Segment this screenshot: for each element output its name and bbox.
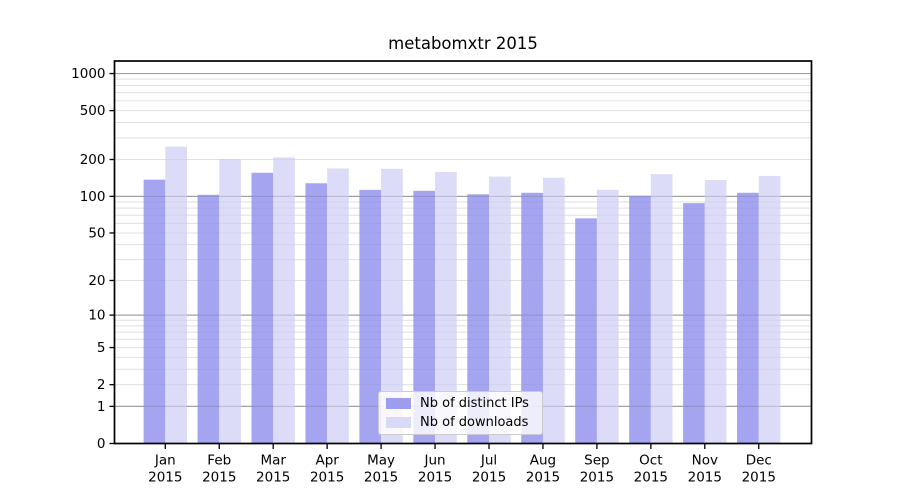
bar-distinct-ips-mar — [251, 172, 274, 444]
bar-downloads-jun — [435, 172, 457, 444]
legend-label-distinct-ips: Nb of distinct IPs — [420, 396, 529, 411]
legend: Nb of distinct IPs Nb of downloads — [378, 391, 543, 435]
x-tick-label: Jan 2015 — [148, 453, 182, 486]
x-tick-label: Oct 2015 — [634, 453, 668, 486]
bar-downloads-sep — [596, 189, 619, 444]
y-tick-label: 1 — [97, 399, 106, 415]
bar-downloads-nov — [704, 180, 727, 444]
x-tick-label: Feb 2015 — [202, 453, 236, 486]
bar-distinct-ips-apr — [305, 183, 328, 444]
legend-row-distinct-ips: Nb of distinct IPs — [386, 396, 535, 411]
bar-downloads-aug — [542, 177, 565, 444]
x-tick-label: Jun 2015 — [418, 453, 452, 486]
bar-distinct-ips-aug — [521, 192, 543, 444]
bar-downloads-apr — [327, 168, 349, 444]
bar-distinct-ips-jun — [413, 190, 436, 444]
bar-distinct-ips-feb — [197, 194, 220, 444]
bar-downloads-mar — [273, 157, 295, 444]
bar-distinct-ips-dec — [737, 192, 759, 444]
x-tick-label: May 2015 — [364, 453, 398, 486]
bar-distinct-ips-jul — [467, 194, 489, 444]
plot-border — [113, 60, 813, 445]
x-tick-label: Mar 2015 — [256, 453, 290, 486]
bar-downloads-jan — [165, 146, 187, 444]
y-tick-label: 100 — [80, 189, 106, 205]
y-tick-label: 10 — [88, 308, 105, 324]
bar-downloads-feb — [219, 158, 241, 444]
legend-swatch-distinct-ips — [386, 398, 411, 409]
bar-downloads-jul — [489, 176, 511, 444]
x-tick-label: Apr 2015 — [310, 453, 344, 486]
y-tick-label: 200 — [80, 152, 106, 168]
y-tick-label: 5 — [97, 340, 106, 356]
legend-row-downloads: Nb of downloads — [386, 415, 535, 430]
bar-distinct-ips-nov — [683, 203, 705, 444]
bar-distinct-ips-oct — [629, 195, 651, 444]
legend-label-downloads: Nb of downloads — [420, 415, 529, 430]
chart-title: metabomxtr 2015 — [388, 34, 538, 53]
x-tick-label: Dec 2015 — [742, 453, 776, 486]
y-tick-label: 500 — [80, 103, 106, 119]
x-tick-label: Jul 2015 — [472, 453, 506, 486]
y-tick-label: 50 — [88, 225, 105, 241]
x-tick-label: Nov 2015 — [688, 453, 722, 486]
bar-downloads-oct — [650, 174, 673, 444]
x-tick-label: Sep 2015 — [580, 453, 614, 486]
y-tick-label: 2 — [97, 377, 106, 393]
bar-distinct-ips-jan — [143, 179, 166, 444]
bar-downloads-dec — [758, 175, 781, 444]
bar-distinct-ips-sep — [575, 218, 597, 444]
legend-swatch-downloads — [386, 417, 411, 428]
x-tick-label: Aug 2015 — [526, 453, 560, 486]
y-tick-label: 0 — [97, 436, 106, 452]
bar-distinct-ips-may — [359, 189, 382, 444]
y-tick-label: 20 — [88, 273, 105, 289]
y-tick-label: 1000 — [71, 66, 105, 82]
bar-downloads-may — [381, 168, 403, 444]
